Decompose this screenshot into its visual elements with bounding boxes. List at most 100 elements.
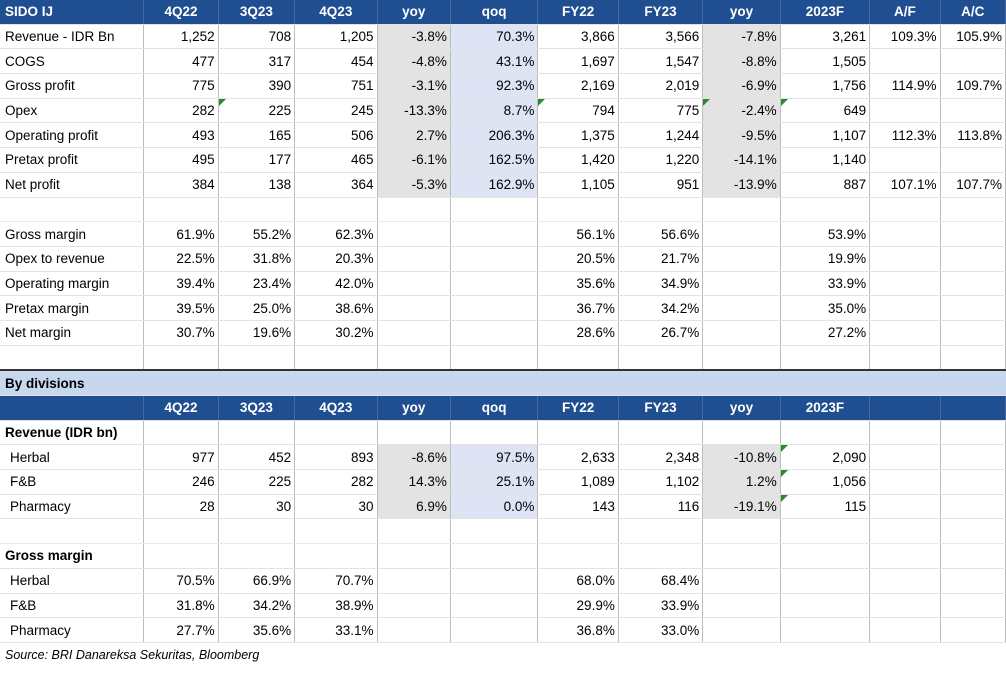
table-cell: 477 [143, 48, 219, 75]
header-cell [940, 395, 1006, 421]
table-cell: 34.2% [618, 295, 704, 321]
table-cell: -10.8% [702, 444, 781, 471]
header-cell: 3Q23 [218, 0, 296, 25]
table-cell: 3,866 [537, 24, 619, 50]
table-cell: 109.3% [869, 24, 941, 50]
table-cell [702, 295, 781, 321]
spacer-row [0, 345, 1006, 372]
header-cell: 2023F [780, 0, 871, 25]
header-cell: 4Q22 [143, 395, 219, 421]
table-cell: 1,252 [143, 24, 219, 50]
table-cell: 245 [294, 98, 378, 124]
table-cell: 246 [143, 469, 219, 495]
table-cell: 1,756 [780, 73, 871, 99]
table-cell: 14.3% [377, 469, 451, 495]
table-row: Pharmacy 27.7% 35.6% 33.1% 36.8% 33.0% [0, 617, 1006, 643]
table-cell [940, 48, 1006, 75]
table-cell [377, 593, 451, 619]
row-label: Net margin [0, 320, 145, 346]
table-cell: 30 [218, 494, 296, 520]
table-cell [869, 295, 941, 321]
table-cell: 384 [143, 172, 219, 198]
source-row: Source: BRI Danareksa Sekuritas, Bloombe… [0, 642, 1006, 666]
table-cell: 36.7% [537, 295, 619, 321]
table-cell: 8.7% [450, 98, 539, 124]
table-cell: 68.0% [537, 568, 619, 594]
table-cell: 493 [143, 122, 219, 149]
row-label: F&B [0, 593, 145, 619]
table-cell: 26.7% [618, 320, 704, 346]
header-cell: FY22 [537, 0, 619, 25]
row-label: Pretax margin [0, 295, 145, 321]
table-cell: 62.3% [294, 221, 378, 247]
table-cell: 162.5% [450, 147, 539, 173]
table-cell: 20.3% [294, 246, 378, 272]
header-cell: 4Q23 [294, 395, 378, 421]
table-cell: 143 [537, 494, 619, 520]
table-cell: 28 [143, 494, 219, 520]
table-cell [377, 246, 451, 272]
table-row: Herbal 70.5% 66.9% 70.7% 68.0% 68.4% [0, 568, 1006, 594]
table-cell [869, 98, 941, 124]
table-cell: -8.8% [702, 48, 781, 75]
row-label: Operating profit [0, 122, 145, 149]
row-label: COGS [0, 48, 145, 75]
table-cell: 977 [143, 444, 219, 471]
table-cell: 92.3% [450, 73, 539, 99]
table-row: COGS 477 317 454 -4.8% 43.1% 1,697 1,547 -8.8% 1,… [0, 48, 1006, 75]
table-cell: 138 [218, 172, 296, 198]
table-cell: -8.6% [377, 444, 451, 471]
table-cell: 56.6% [618, 221, 704, 247]
table-row: Operating profit 493 165 506 2.7% 206.3% 1,375… [0, 122, 1006, 149]
table-row: Opex 282 225 245 -13.3% 8.7% 794 775 -2.4% 649 [0, 98, 1006, 124]
table-cell: 794 [537, 98, 619, 124]
table-cell: -13.9% [702, 172, 781, 198]
header-cell: qoq [450, 395, 539, 421]
table-cell: 39.4% [143, 271, 219, 297]
table-cell: 30 [294, 494, 378, 520]
table-cell: 115 [780, 494, 871, 520]
table-cell [869, 568, 941, 594]
table-cell: 31.8% [143, 593, 219, 619]
table-cell: 2,633 [537, 444, 619, 471]
table-cell [450, 593, 539, 619]
table-cell [377, 320, 451, 346]
table-cell [940, 98, 1006, 124]
table-cell [450, 320, 539, 346]
header-cell: A/C [940, 0, 1006, 25]
table-cell: 35.0% [780, 295, 871, 321]
table-cell: 454 [294, 48, 378, 75]
header-cell: 4Q23 [294, 0, 378, 25]
table-row: Operating margin 39.4% 23.4% 42.0% 35.6% 34.9… [0, 271, 1006, 297]
table-cell: 36.8% [537, 617, 619, 643]
table-cell [869, 147, 941, 173]
table-cell: 206.3% [450, 122, 539, 149]
division-revenue-section: Herbal 977 452 893 -8.6% 97.5% 2,633 2,348 -10.8… [0, 444, 1006, 520]
table-cell: 2,348 [618, 444, 704, 471]
table-row: Herbal 977 452 893 -8.6% 97.5% 2,633 2,348 -10.8… [0, 444, 1006, 471]
table-cell: 19.9% [780, 246, 871, 272]
table-cell [869, 320, 941, 346]
table-cell [940, 246, 1006, 272]
table-cell [450, 271, 539, 297]
table-cell: 649 [780, 98, 871, 124]
header-cell: yoy [377, 0, 451, 25]
table-cell: -3.1% [377, 73, 451, 99]
table-cell [940, 568, 1006, 594]
header-cell: SIDO IJ [0, 0, 145, 25]
header-cell: 4Q22 [143, 0, 219, 25]
table-cell: 21.7% [618, 246, 704, 272]
table-cell: 33.9% [618, 593, 704, 619]
divisions-header-row: 4Q22 3Q23 4Q23 yoy qoq FY22 FY23 yoy 202… [0, 395, 1006, 421]
table-cell: 34.2% [218, 593, 296, 619]
table-cell: 29.9% [537, 593, 619, 619]
table-cell: 506 [294, 122, 378, 149]
table-cell: 107.7% [940, 172, 1006, 198]
table-cell [780, 617, 871, 643]
table-cell [869, 221, 941, 247]
table-cell [702, 593, 781, 619]
header-cell [0, 395, 145, 421]
table-cell [869, 444, 941, 471]
header-cell: yoy [702, 395, 781, 421]
table-cell [869, 246, 941, 272]
